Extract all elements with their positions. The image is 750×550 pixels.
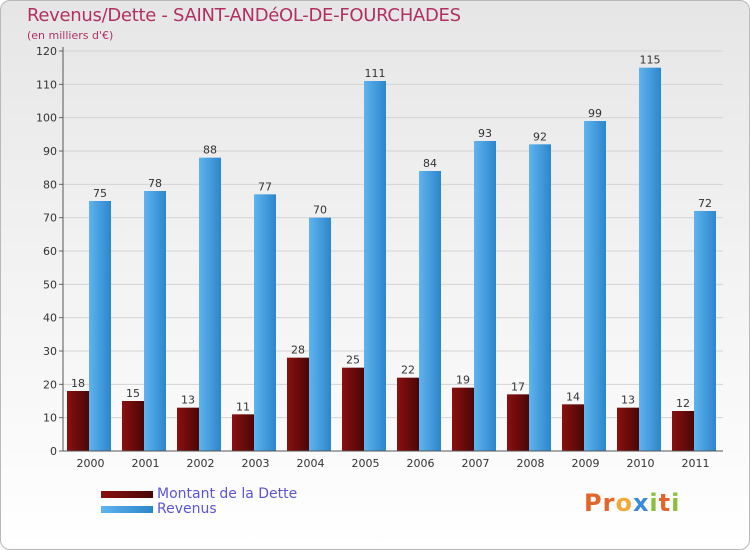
bar-revenus [529,144,551,452]
bar-revenus [694,211,716,451]
bar-label-dette: 25 [346,354,360,367]
bar-label-dette: 13 [621,394,635,407]
bar-label-revenus: 70 [313,204,327,217]
bar-dette [452,387,474,451]
chart-title: Revenus/Dette - SAINT-ANDéOL-DE-FOURCHAD… [27,5,461,26]
bar-revenus [364,81,386,451]
bar-label-revenus: 115 [640,54,661,67]
bar-dette [232,414,254,451]
bar-dette [562,404,584,451]
x-tick-label: 2006 [407,457,435,470]
bar-label-revenus: 84 [423,157,437,170]
chart-subtitle: (en milliers d'€) [27,29,114,42]
legend-swatch-dette [101,491,153,498]
y-tick-label: 20 [43,378,57,391]
logo-letter: P [584,489,603,517]
x-tick-label: 2008 [517,457,545,470]
bar-revenus [584,121,606,451]
x-tick-label: 2010 [627,457,655,470]
y-tick-label: 10 [43,412,57,425]
x-tick-label: 2011 [682,457,710,470]
bar-label-revenus: 99 [588,107,602,120]
bar-dette [672,411,694,451]
bar-label-revenus: 72 [698,197,712,210]
y-tick-label: 100 [36,112,57,125]
y-tick-label: 30 [43,345,57,358]
x-tick-label: 2007 [462,457,490,470]
bar-label-revenus: 77 [258,180,272,193]
bar-revenus [89,201,111,451]
legend-swatch-revenus [101,506,153,513]
bar-dette [122,401,144,451]
bar-label-dette: 19 [456,374,470,387]
x-tick-label: 2000 [77,457,105,470]
bar-label-dette: 14 [566,390,580,403]
x-tick-label: 2005 [352,457,380,470]
bar-dette [287,357,309,451]
y-tick-label: 60 [43,245,57,258]
y-tick-label: 110 [36,78,57,91]
legend-label-revenus: Revenus [157,501,217,517]
bar-label-dette: 12 [676,397,690,410]
bar-label-revenus: 88 [203,144,217,157]
bar-dette [342,367,364,451]
bar-label-revenus: 78 [148,177,162,190]
logo-letter: r [602,489,616,517]
logo-letter: x [632,489,650,517]
bar-label-dette: 28 [291,344,305,357]
logo-letter: i [671,489,681,517]
bar-revenus [254,194,276,452]
bar-dette [177,407,199,451]
bar-label-dette: 22 [401,364,415,377]
bar-label-dette: 15 [126,387,140,400]
y-tick-label: 40 [43,312,57,325]
x-tick-label: 2001 [132,457,160,470]
logo-letter: t [658,489,672,517]
logo-letter: o [615,489,633,517]
bar-label-revenus: 75 [93,187,107,200]
proxiti-logo: Proxiti [584,489,680,517]
bar-label-revenus: 93 [478,127,492,140]
x-tick-label: 2002 [187,457,215,470]
y-tick-label: 120 [36,45,57,58]
bar-label-revenus: 92 [533,130,547,143]
bar-revenus [144,191,166,451]
bar-label-dette: 17 [511,380,525,393]
bar-revenus [474,141,496,451]
legend-label-dette: Montant de la Dette [157,486,298,502]
bar-label-dette: 18 [71,377,85,390]
bar-dette [67,391,89,451]
bar-dette [397,377,419,451]
bar-revenus [309,217,331,451]
y-tick-label: 50 [43,278,57,291]
bar-label-dette: 13 [181,394,195,407]
bar-revenus [639,67,661,452]
y-tick-label: 70 [43,212,57,225]
x-tick-label: 2004 [297,457,325,470]
y-tick-label: 90 [43,145,57,158]
bar-revenus [199,157,221,451]
bar-dette [507,394,529,451]
bar-revenus [419,171,441,451]
logo-letter: i [649,489,659,517]
bar-label-dette: 11 [236,400,250,413]
bar-dette [617,407,639,451]
y-tick-label: 80 [43,178,57,191]
x-tick-label: 2009 [572,457,600,470]
bar-label-revenus: 111 [365,67,386,80]
x-tick-label: 2003 [242,457,270,470]
y-tick-label: 0 [50,445,57,458]
